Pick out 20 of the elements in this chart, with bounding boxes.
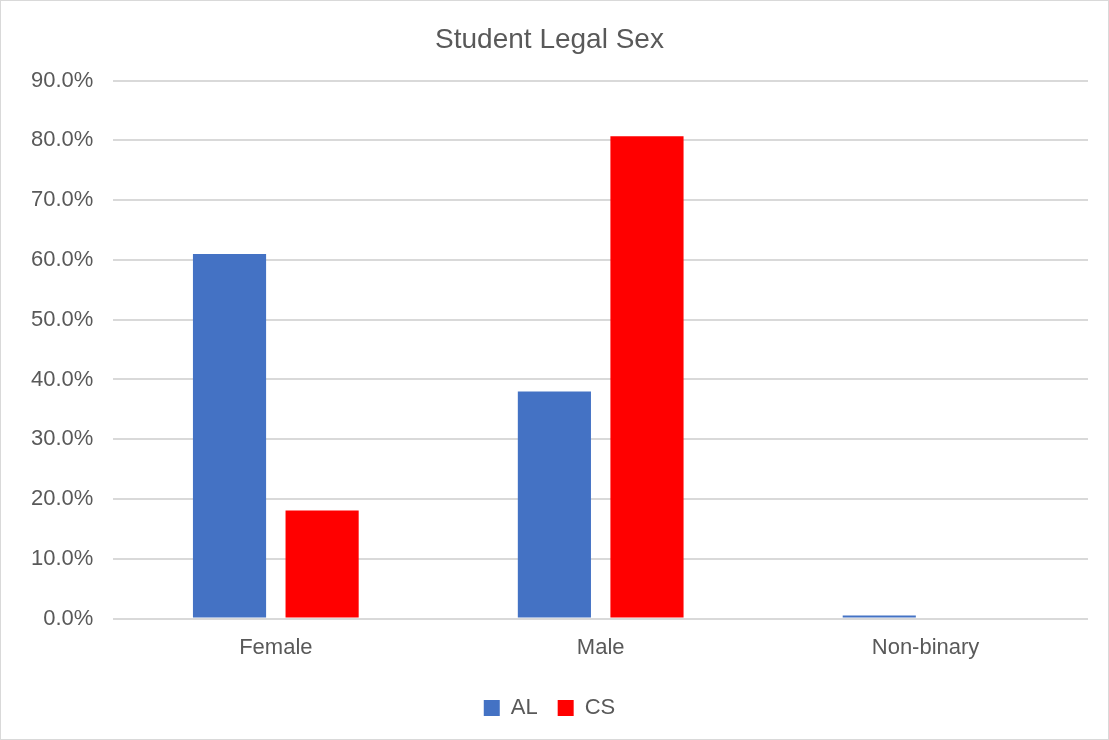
y-tick-label: 10.0% — [30, 544, 94, 570]
y-tick-label: 20.0% — [30, 485, 94, 511]
y-tick-label: 60.0% — [30, 246, 94, 271]
bar — [517, 391, 591, 618]
y-tick-label: 70.0% — [30, 186, 94, 212]
y-tick-label: 80.0% — [30, 126, 94, 152]
bar — [192, 253, 267, 618]
y-tick-label: 30.0% — [30, 425, 94, 451]
y-tick-label: 50.0% — [30, 305, 94, 331]
y-tick-label: 90.0% — [30, 66, 94, 92]
x-tick-label: Non-binary — [871, 633, 980, 659]
chart-title: Student Legal Sex — [435, 22, 664, 54]
bar — [610, 136, 684, 618]
legend-label: AL — [510, 694, 538, 720]
x-tick-label: Male — [576, 633, 625, 659]
legend-label: CS — [584, 694, 616, 720]
y-tick-label: 40.0% — [30, 365, 94, 391]
bar — [285, 510, 359, 618]
y-tick-label: 0.0% — [43, 604, 94, 630]
x-tick-label: Female — [239, 633, 313, 659]
